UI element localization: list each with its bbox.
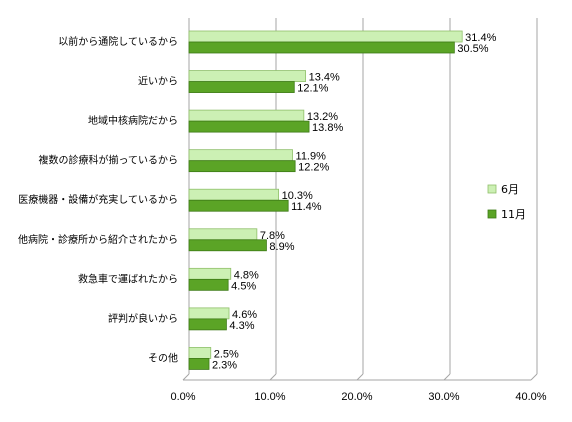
- gridline-foot-4: [530, 373, 538, 381]
- data-label: 13.8%: [312, 122, 343, 134]
- legend-swatch: [487, 184, 497, 194]
- x-tick-label: 10.0%: [254, 391, 285, 403]
- x-tick-label: 0.0%: [170, 391, 195, 403]
- category-label: 近いから: [138, 75, 178, 88]
- bar-june: [188, 70, 306, 82]
- category-labels: 以前から通院しているから近いから地域中核病院だから複数の診療科が揃っているから医…: [18, 35, 178, 364]
- category-label: 他病院・診療所から紹介されたから: [18, 233, 178, 246]
- bar-november: [188, 199, 289, 212]
- data-label: 10.3%: [282, 190, 313, 202]
- bar-june: [188, 228, 258, 241]
- data-label: 11.9%: [296, 151, 327, 163]
- data-label: 8.9%: [269, 241, 294, 253]
- data-label: 4.3%: [229, 320, 254, 332]
- data-label: 2.5%: [214, 348, 239, 360]
- bar-june: [188, 188, 280, 201]
- gridline-foot-3: [443, 373, 451, 381]
- bar-june: [188, 109, 305, 122]
- bar-november: [188, 239, 267, 252]
- legend-label: 6月: [501, 183, 519, 196]
- data-label: 13.2%: [307, 111, 338, 123]
- data-label: 7.8%: [260, 230, 285, 242]
- bar-june: [188, 149, 293, 162]
- x-tick-label: 40.0%: [515, 391, 546, 403]
- category-label: 医療機器・設備が充実しているから: [18, 193, 178, 206]
- x-tick-label: 20.0%: [341, 391, 372, 403]
- bar-november: [188, 278, 229, 291]
- bar-june: [188, 267, 232, 280]
- category-label: 救急車で運ばれたから: [78, 272, 178, 285]
- category-label: 評判が良いから: [108, 312, 178, 325]
- bar-november: [188, 41, 455, 54]
- bar-june: [188, 307, 230, 320]
- data-label: 13.4%: [309, 72, 340, 84]
- data-label: 2.3%: [212, 359, 237, 371]
- bar-november: [188, 160, 296, 173]
- x-tick-label: 30.0%: [428, 391, 459, 403]
- data-label: 31.4%: [465, 32, 496, 44]
- x-tick-labels: 0.0% 10.0% 20.0% 30.0% 40.0%: [170, 391, 546, 403]
- category-label: 複数の診療科が揃っているから: [39, 154, 179, 167]
- category-label: 地域中核病院だから: [88, 114, 178, 127]
- gridline-foot-0: [182, 373, 190, 381]
- legend-swatch: [487, 209, 497, 219]
- data-label: 4.8%: [234, 269, 259, 281]
- category-label: その他: [148, 351, 178, 364]
- bar-november: [188, 81, 295, 93]
- data-label: 12.1%: [297, 83, 328, 95]
- bars: [188, 30, 463, 370]
- data-label: 4.5%: [231, 280, 256, 292]
- data-label: 30.5%: [457, 43, 488, 55]
- data-label: 11.4%: [291, 201, 322, 213]
- bar-june: [188, 347, 212, 359]
- data-label: 12.2%: [298, 162, 329, 174]
- bar-june: [188, 30, 463, 43]
- gridline-foot-2: [356, 373, 364, 381]
- data-label: 4.6%: [232, 309, 257, 321]
- bar-november: [188, 318, 227, 331]
- category-label: 以前から通院しているから: [58, 35, 178, 48]
- legend-label: 11月: [501, 208, 526, 221]
- gridline-foot-1: [269, 373, 277, 381]
- bar-november: [188, 358, 210, 370]
- bar-november: [188, 120, 310, 133]
- legend: 6月 11月: [487, 183, 526, 221]
- value-labels: 31.4%30.5% 13.4%12.1% 13.2%13.8% 11.9%12.2%…: [212, 32, 497, 371]
